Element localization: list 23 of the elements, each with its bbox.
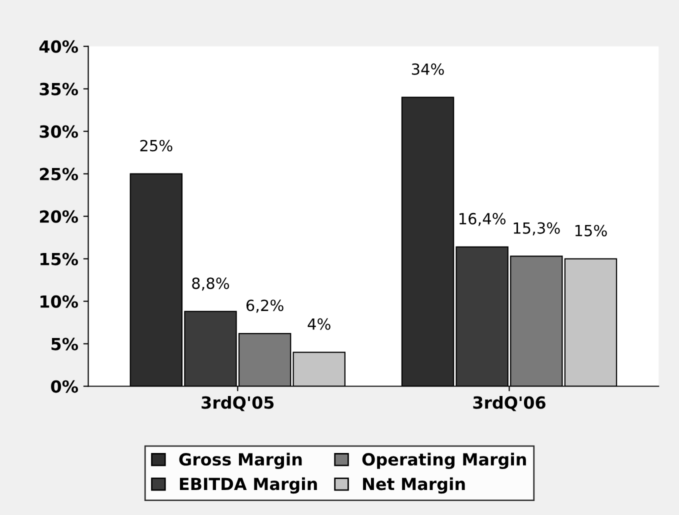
data-label: 4% [308,318,330,330]
x-tick-label: 3rdQ'06 [473,396,546,412]
legend-label: Operating Margin [362,452,526,470]
data-label: 25% [140,140,172,152]
y-tick-label: 40% [39,40,78,53]
y-tick-label: 25% [40,168,78,180]
data-label: 15,3% [514,222,560,236]
y-tick-label: 35% [40,82,78,96]
y-tick-label: 20% [40,210,78,223]
y-tick-label: 30% [40,125,78,138]
y-tick-label: 15% [40,252,78,266]
y-tick-label: 10% [40,295,78,308]
x-tick-label: 3rdQ'05 [202,396,274,412]
y-tick-label: 0% [51,380,78,393]
data-label: 6,2% [246,300,284,313]
y-tick-label: 5% [52,338,78,350]
data-label: 16,4% [460,212,506,226]
data-label: 8,8% [192,278,230,291]
legend-label: Gross Margin [179,452,302,470]
data-label: 34% [412,63,444,75]
legend-label: EBITDA Margin [180,477,317,494]
data-label: 15% [575,224,607,236]
legend-label: Net Margin [363,477,465,494]
